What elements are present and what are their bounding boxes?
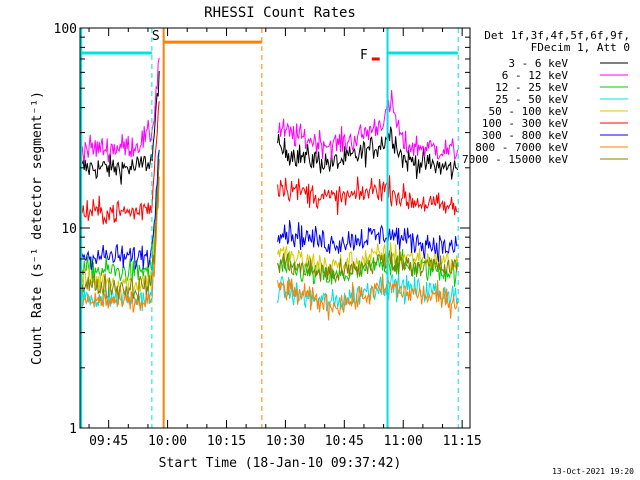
series-25-50-kev-line-2 (277, 273, 459, 312)
series-800-7000-kev-line-2 (277, 274, 459, 321)
y-axis-label: Count Rate (s⁻¹ detector segment⁻¹) (30, 91, 45, 365)
series-300-800-kev-legend-label: 300 - 800 keV (482, 129, 568, 142)
legend-header-line-1: Det 1f,3f,4f,5f,6f,9f, (484, 29, 630, 42)
legend-header-line-2: FDecim 1, Att 0 (531, 41, 630, 54)
generation-timestamp: 13-Oct-2021 19:20 (552, 467, 634, 476)
x-tick-label-1115: 11:15 (443, 434, 482, 449)
series-100-300-kev-line-1 (81, 101, 160, 225)
y-tick-label-10: 10 (61, 222, 77, 237)
axis-layer: 09:45 10:00 10:15 10:30 10:45 11:00 11:15 1 10 10… (54, 22, 482, 449)
series-12-25-kev-line-2 (277, 249, 459, 287)
series-7000-15000-kev-line-2 (277, 249, 459, 284)
series-3-6-kev-line-2 (277, 126, 459, 180)
series-6-12-kev-line-1 (80, 57, 160, 164)
series-6-12-kev-legend-label: 6 - 12 keV (502, 69, 569, 82)
x-tick-label-0945: 09:45 (89, 434, 128, 449)
series-12-25-kev-legend-label: 12 - 25 keV (495, 81, 568, 94)
x-tick-label-1015: 10:15 (207, 434, 246, 449)
series-100-300-kev-line-2 (277, 175, 458, 216)
data-layer: SF (80, 28, 459, 428)
y-tick-label-1: 1 (69, 422, 77, 437)
x-tick-label-1030: 10:30 (266, 434, 305, 449)
x-tick-label-1045: 10:45 (325, 434, 364, 449)
x-tick-label-1000: 10:00 (148, 434, 187, 449)
chart-title: RHESSI Count Rates (204, 5, 356, 21)
x-axis-label: Start Time (18-Jan-10 09:37:42) (159, 456, 402, 471)
series-6-12-kev-line-2 (277, 90, 459, 161)
marker-label-s: S (152, 29, 160, 44)
y-tick-label-100: 100 (54, 22, 77, 37)
series-3-6-kev-legend-label: 3 - 6 keV (508, 57, 568, 70)
series-25-50-kev-legend-label: 25 - 50 keV (495, 93, 568, 106)
legend: Det 1f,3f,4f,5f,6f,9f, FDecim 1, Att 0 3… (462, 29, 630, 166)
x-tick-label-1100: 11:00 (384, 434, 423, 449)
series-50-100-kev-legend-label: 50 - 100 keV (489, 105, 569, 118)
series-800-7000-kev-legend-label: 800 - 7000 keV (475, 141, 568, 154)
marker-label-f: F (360, 48, 368, 63)
series-300-800-kev-line-2 (277, 220, 458, 262)
series-3-6-kev-line-1 (80, 70, 160, 185)
series-7000-15000-kev-legend-label: 7000 - 15000 keV (462, 153, 568, 166)
series-300-800-kev-line-1 (80, 150, 160, 271)
series-50-100-kev-line-2 (277, 242, 459, 277)
series-7000-15000-kev-line-1 (80, 159, 160, 301)
series-100-300-kev-legend-label: 100 - 300 keV (482, 117, 568, 130)
